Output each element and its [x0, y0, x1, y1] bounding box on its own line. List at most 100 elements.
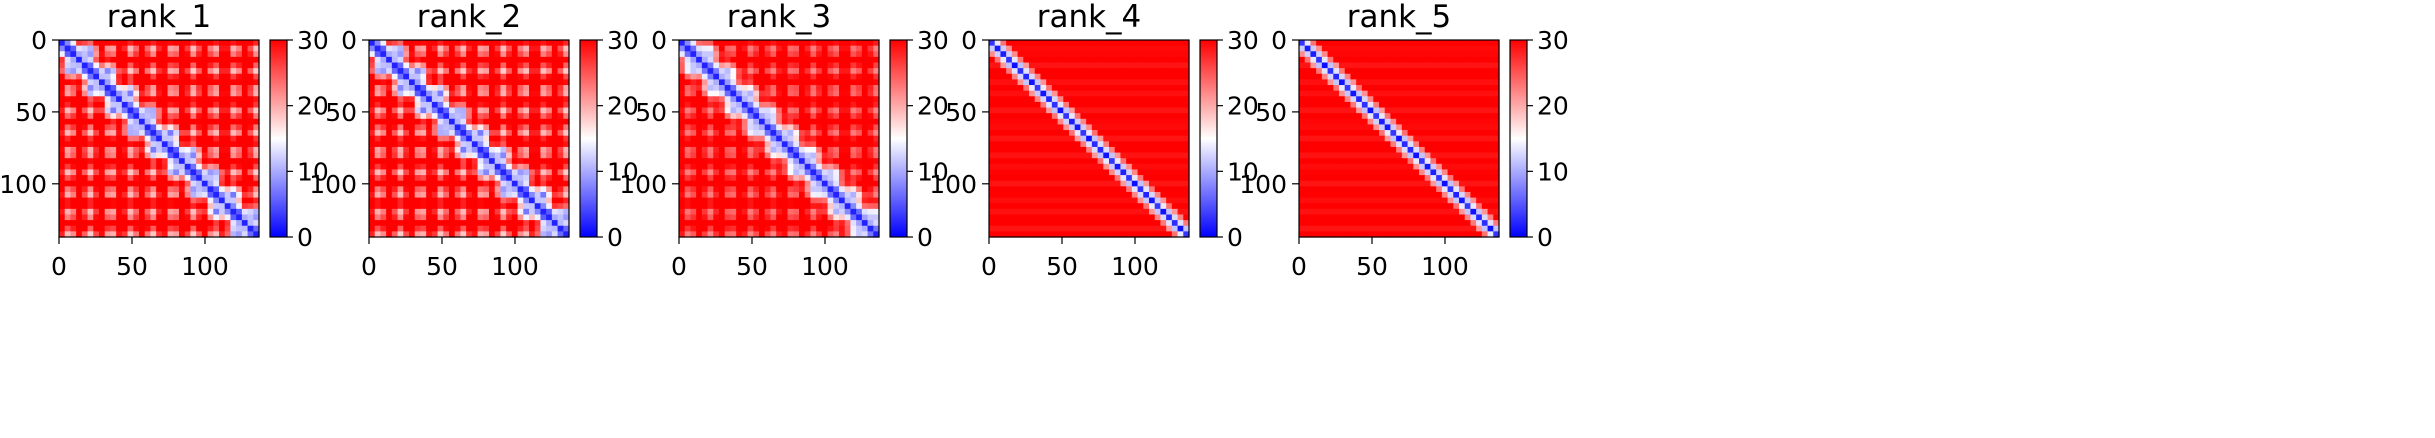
heatmap-cell — [1029, 124, 1036, 131]
heatmap-cell — [1011, 130, 1019, 137]
heatmap-cell — [104, 90, 112, 97]
heatmap-cell — [557, 73, 564, 80]
heatmap-cell — [540, 124, 547, 131]
heatmap-cell — [59, 73, 66, 80]
heatmap-cell — [386, 130, 393, 137]
heatmap-cell — [759, 186, 766, 193]
heatmap-cell — [1166, 118, 1173, 126]
heatmap-cell — [207, 62, 214, 69]
heatmap-cell — [684, 62, 692, 69]
heatmap-cell — [127, 118, 134, 126]
heatmap-cell — [500, 56, 507, 64]
heatmap-cell — [696, 169, 703, 176]
heatmap-cell — [139, 113, 146, 120]
heatmap-cell — [787, 118, 794, 126]
heatmap-cell — [1177, 96, 1184, 103]
heatmap-cell — [431, 45, 439, 52]
heatmap-cell — [839, 175, 846, 182]
heatmap-cell — [1091, 51, 1099, 58]
heatmap-cell — [724, 101, 732, 109]
heatmap-cell — [679, 51, 686, 58]
heatmap-cell — [1029, 118, 1036, 126]
heatmap-cell — [1171, 158, 1179, 165]
heatmap-cell — [523, 169, 530, 176]
heatmap-cell — [500, 45, 507, 52]
heatmap-cell — [563, 40, 570, 47]
heatmap-cell — [1171, 79, 1179, 86]
heatmap-cell — [776, 180, 783, 187]
heatmap-cell — [1057, 214, 1064, 221]
heatmap-cell — [719, 101, 726, 109]
heatmap-cell — [781, 62, 789, 69]
heatmap-cell — [116, 85, 123, 92]
heatmap-cell — [489, 130, 496, 137]
heatmap-cell — [1103, 135, 1110, 142]
heatmap-cell — [253, 152, 260, 159]
heatmap-cell — [1114, 231, 1122, 238]
heatmap-cell — [224, 214, 232, 221]
heatmap-cell — [59, 158, 66, 165]
heatmap-cell — [787, 214, 794, 221]
heatmap-cell — [397, 51, 404, 58]
heatmap-cell — [534, 40, 542, 47]
heatmap-cell — [1114, 135, 1122, 142]
heatmap-cell — [684, 231, 692, 238]
heatmap-cell — [391, 214, 399, 221]
heatmap-cell — [989, 118, 996, 126]
heatmap-cell — [684, 124, 692, 131]
heatmap-cell — [236, 113, 243, 120]
heatmap-cell — [540, 180, 547, 187]
heatmap-cell — [230, 118, 237, 126]
heatmap-cell — [1046, 107, 1053, 114]
heatmap-cell — [1137, 124, 1144, 131]
heatmap-cell — [201, 197, 209, 204]
heatmap-cell — [839, 186, 846, 193]
heatmap-cell — [213, 118, 220, 126]
heatmap-cell — [150, 163, 157, 171]
heatmap-cell — [431, 130, 439, 137]
heatmap-cell — [816, 96, 823, 103]
heatmap-cell — [139, 214, 146, 221]
heatmap-cell — [414, 203, 422, 210]
heatmap-cell — [219, 40, 226, 47]
heatmap-cell — [1086, 90, 1093, 97]
heatmap-cell — [139, 231, 146, 238]
heatmap-cell — [173, 130, 180, 137]
heatmap-cell — [1006, 68, 1013, 75]
heatmap-cell — [1183, 56, 1190, 64]
heatmap-cell — [1051, 101, 1059, 109]
heatmap-cell — [466, 225, 473, 232]
heatmap-cell — [1126, 79, 1133, 86]
heatmap-cell — [403, 101, 410, 109]
heatmap-cell — [386, 135, 393, 142]
heatmap-cell — [1046, 130, 1053, 137]
heatmap-cell — [110, 135, 117, 142]
heatmap-cell — [230, 96, 237, 103]
heatmap-cell — [70, 191, 77, 199]
heatmap-cell — [1006, 141, 1013, 148]
heatmap-cell — [1143, 51, 1150, 58]
heatmap-cell — [196, 146, 203, 154]
heatmap-cell — [179, 73, 186, 80]
heatmap-cell — [1074, 231, 1082, 238]
heatmap-cell — [690, 40, 697, 47]
heatmap-cell — [471, 169, 479, 176]
heatmap-cell — [409, 113, 416, 120]
heatmap-cell — [867, 220, 874, 227]
heatmap-cell — [374, 220, 382, 227]
heatmap-cell — [1017, 62, 1024, 69]
heatmap-cell — [190, 163, 197, 171]
heatmap-cell — [799, 203, 806, 210]
heatmap-cell — [1131, 214, 1139, 221]
heatmap-cell — [403, 118, 410, 126]
heatmap-cell — [529, 180, 536, 187]
heatmap-cell — [821, 152, 829, 159]
heatmap-cell — [1011, 158, 1019, 165]
heatmap-cell — [770, 214, 777, 221]
heatmap-cell — [1029, 163, 1036, 171]
heatmap-cell — [1109, 225, 1116, 232]
heatmap-cell — [1040, 231, 1047, 238]
heatmap-cell — [1131, 203, 1139, 210]
heatmap-cell — [551, 90, 559, 97]
heatmap-cell — [369, 214, 376, 221]
